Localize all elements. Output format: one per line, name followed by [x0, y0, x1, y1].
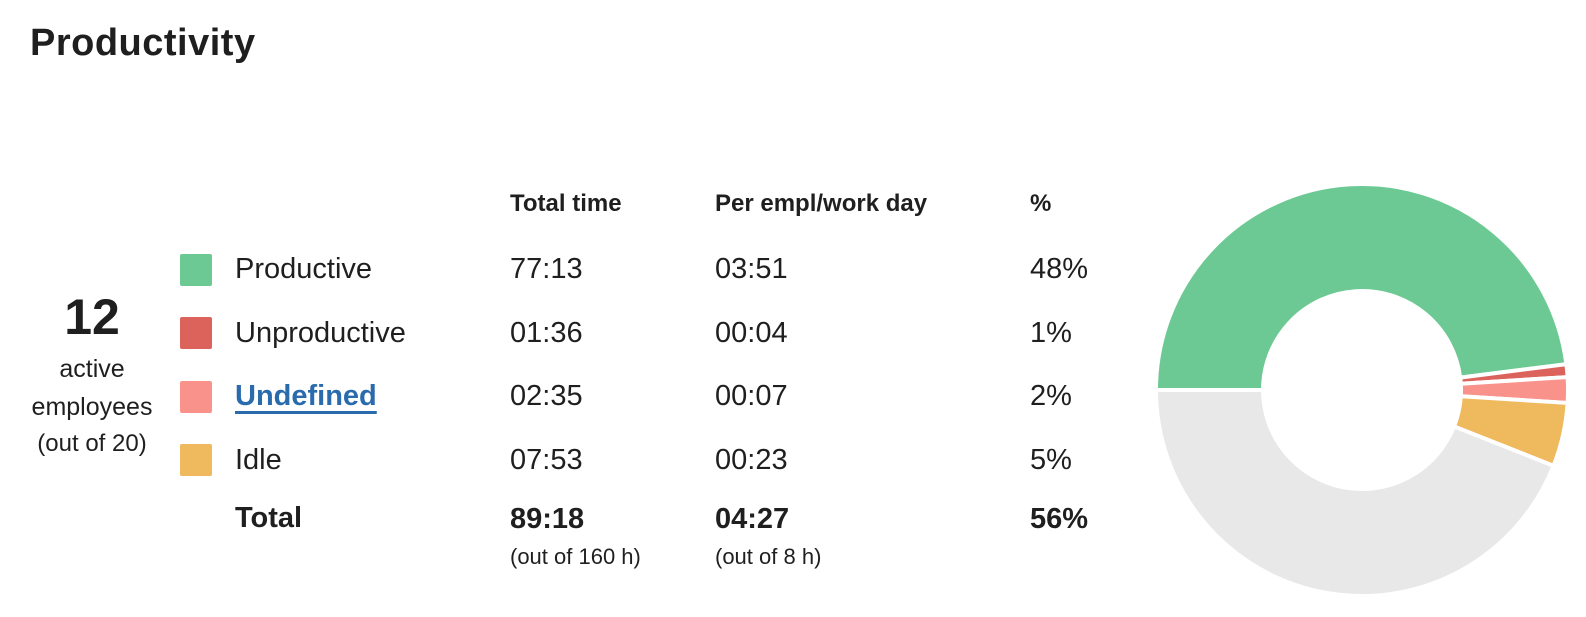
unproductive-color-swatch	[180, 317, 212, 350]
row-label-idle: Idle	[235, 443, 282, 476]
active-employees-label: active employees	[31, 355, 153, 421]
idle-color-swatch	[180, 444, 212, 477]
table-row-swatch-cell	[180, 317, 235, 350]
row-label-productive: Productive	[235, 253, 373, 286]
page-title: Productivity	[30, 22, 256, 64]
total-time-value: 89:18	[510, 503, 585, 535]
undefined-percent: 2%	[1030, 380, 1072, 413]
column-header-percent: %	[1030, 190, 1052, 217]
undefined-color-swatch	[180, 380, 212, 413]
unproductive-per-empl: 00:04	[715, 316, 788, 349]
active-employees-sublabel: (out of 20)	[37, 430, 147, 457]
column-header-per-empl: Per empl/work day	[715, 190, 928, 217]
productive-total-time: 77:13	[510, 253, 583, 286]
total-time-note: (out of 160 h)	[510, 544, 641, 569]
active-employees-stat: 12 active employees (out of 20)	[12, 288, 172, 462]
productivity-table: Total time Per empl/work day % Productiv…	[180, 170, 1155, 582]
donut-segment-remaining[interactable]	[1153, 388, 1557, 598]
idle-total-time: 07:53	[510, 443, 583, 476]
total-per-empl-note: (out of 8 h)	[715, 544, 822, 569]
unproductive-total-time: 01:36	[510, 316, 583, 349]
column-header-total-time: Total time	[510, 190, 622, 217]
undefined-total-time: 02:35	[510, 380, 583, 413]
total-per-empl-value: 04:27	[715, 503, 790, 535]
undefined-per-empl: 00:07	[715, 380, 788, 413]
table-row-swatch-cell	[180, 444, 235, 477]
table-row-swatch-cell	[180, 253, 235, 286]
donut-segment-productive[interactable]	[1153, 181, 1569, 392]
total-percent-value: 56%	[1030, 503, 1089, 535]
table-row-swatch-cell	[180, 380, 235, 413]
productivity-donut-chart	[1150, 178, 1574, 602]
active-employees-count: 12	[64, 289, 120, 345]
unproductive-percent: 1%	[1030, 316, 1072, 349]
undefined-link[interactable]: Undefined	[235, 380, 377, 413]
total-percent-cell: 56%	[1030, 492, 1155, 536]
idle-per-empl: 00:23	[715, 443, 788, 476]
donut-chart-svg	[1153, 181, 1571, 598]
idle-percent: 5%	[1030, 443, 1072, 476]
total-per-empl-cell: 04:27 (out of 8 h)	[715, 492, 1030, 572]
total-time-cell: 89:18 (out of 160 h)	[510, 492, 715, 572]
productive-percent: 48%	[1030, 253, 1089, 286]
productive-color-swatch	[180, 253, 212, 286]
total-row-label: Total	[235, 502, 303, 534]
productive-per-empl: 03:51	[715, 253, 788, 286]
row-label-unproductive: Unproductive	[235, 316, 406, 349]
